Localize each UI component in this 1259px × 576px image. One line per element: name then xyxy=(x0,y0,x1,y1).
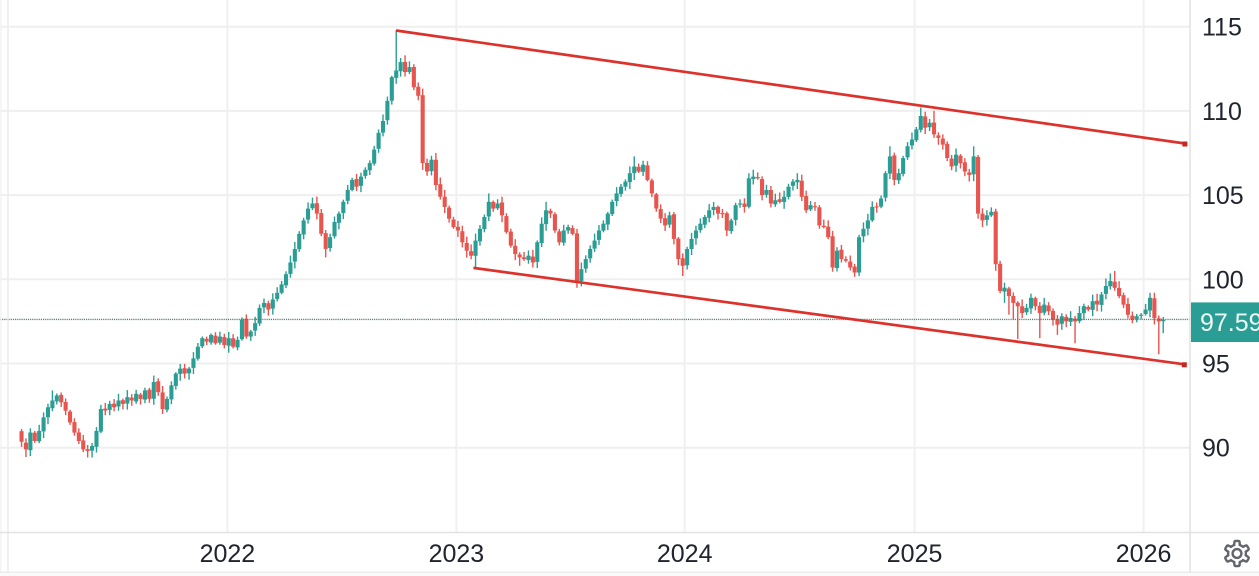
svg-text:95: 95 xyxy=(1202,351,1230,379)
svg-text:2022: 2022 xyxy=(200,540,256,568)
svg-text:105: 105 xyxy=(1202,182,1244,210)
svg-text:100: 100 xyxy=(1202,266,1244,294)
svg-text:2026: 2026 xyxy=(1116,540,1172,568)
svg-text:97.59: 97.59 xyxy=(1200,309,1259,337)
svg-text:2025: 2025 xyxy=(887,540,943,568)
svg-text:2024: 2024 xyxy=(657,540,713,568)
svg-text:115: 115 xyxy=(1202,14,1242,42)
svg-text:90: 90 xyxy=(1202,435,1230,463)
svg-text:2023: 2023 xyxy=(429,540,485,568)
svg-text:110: 110 xyxy=(1202,98,1242,126)
